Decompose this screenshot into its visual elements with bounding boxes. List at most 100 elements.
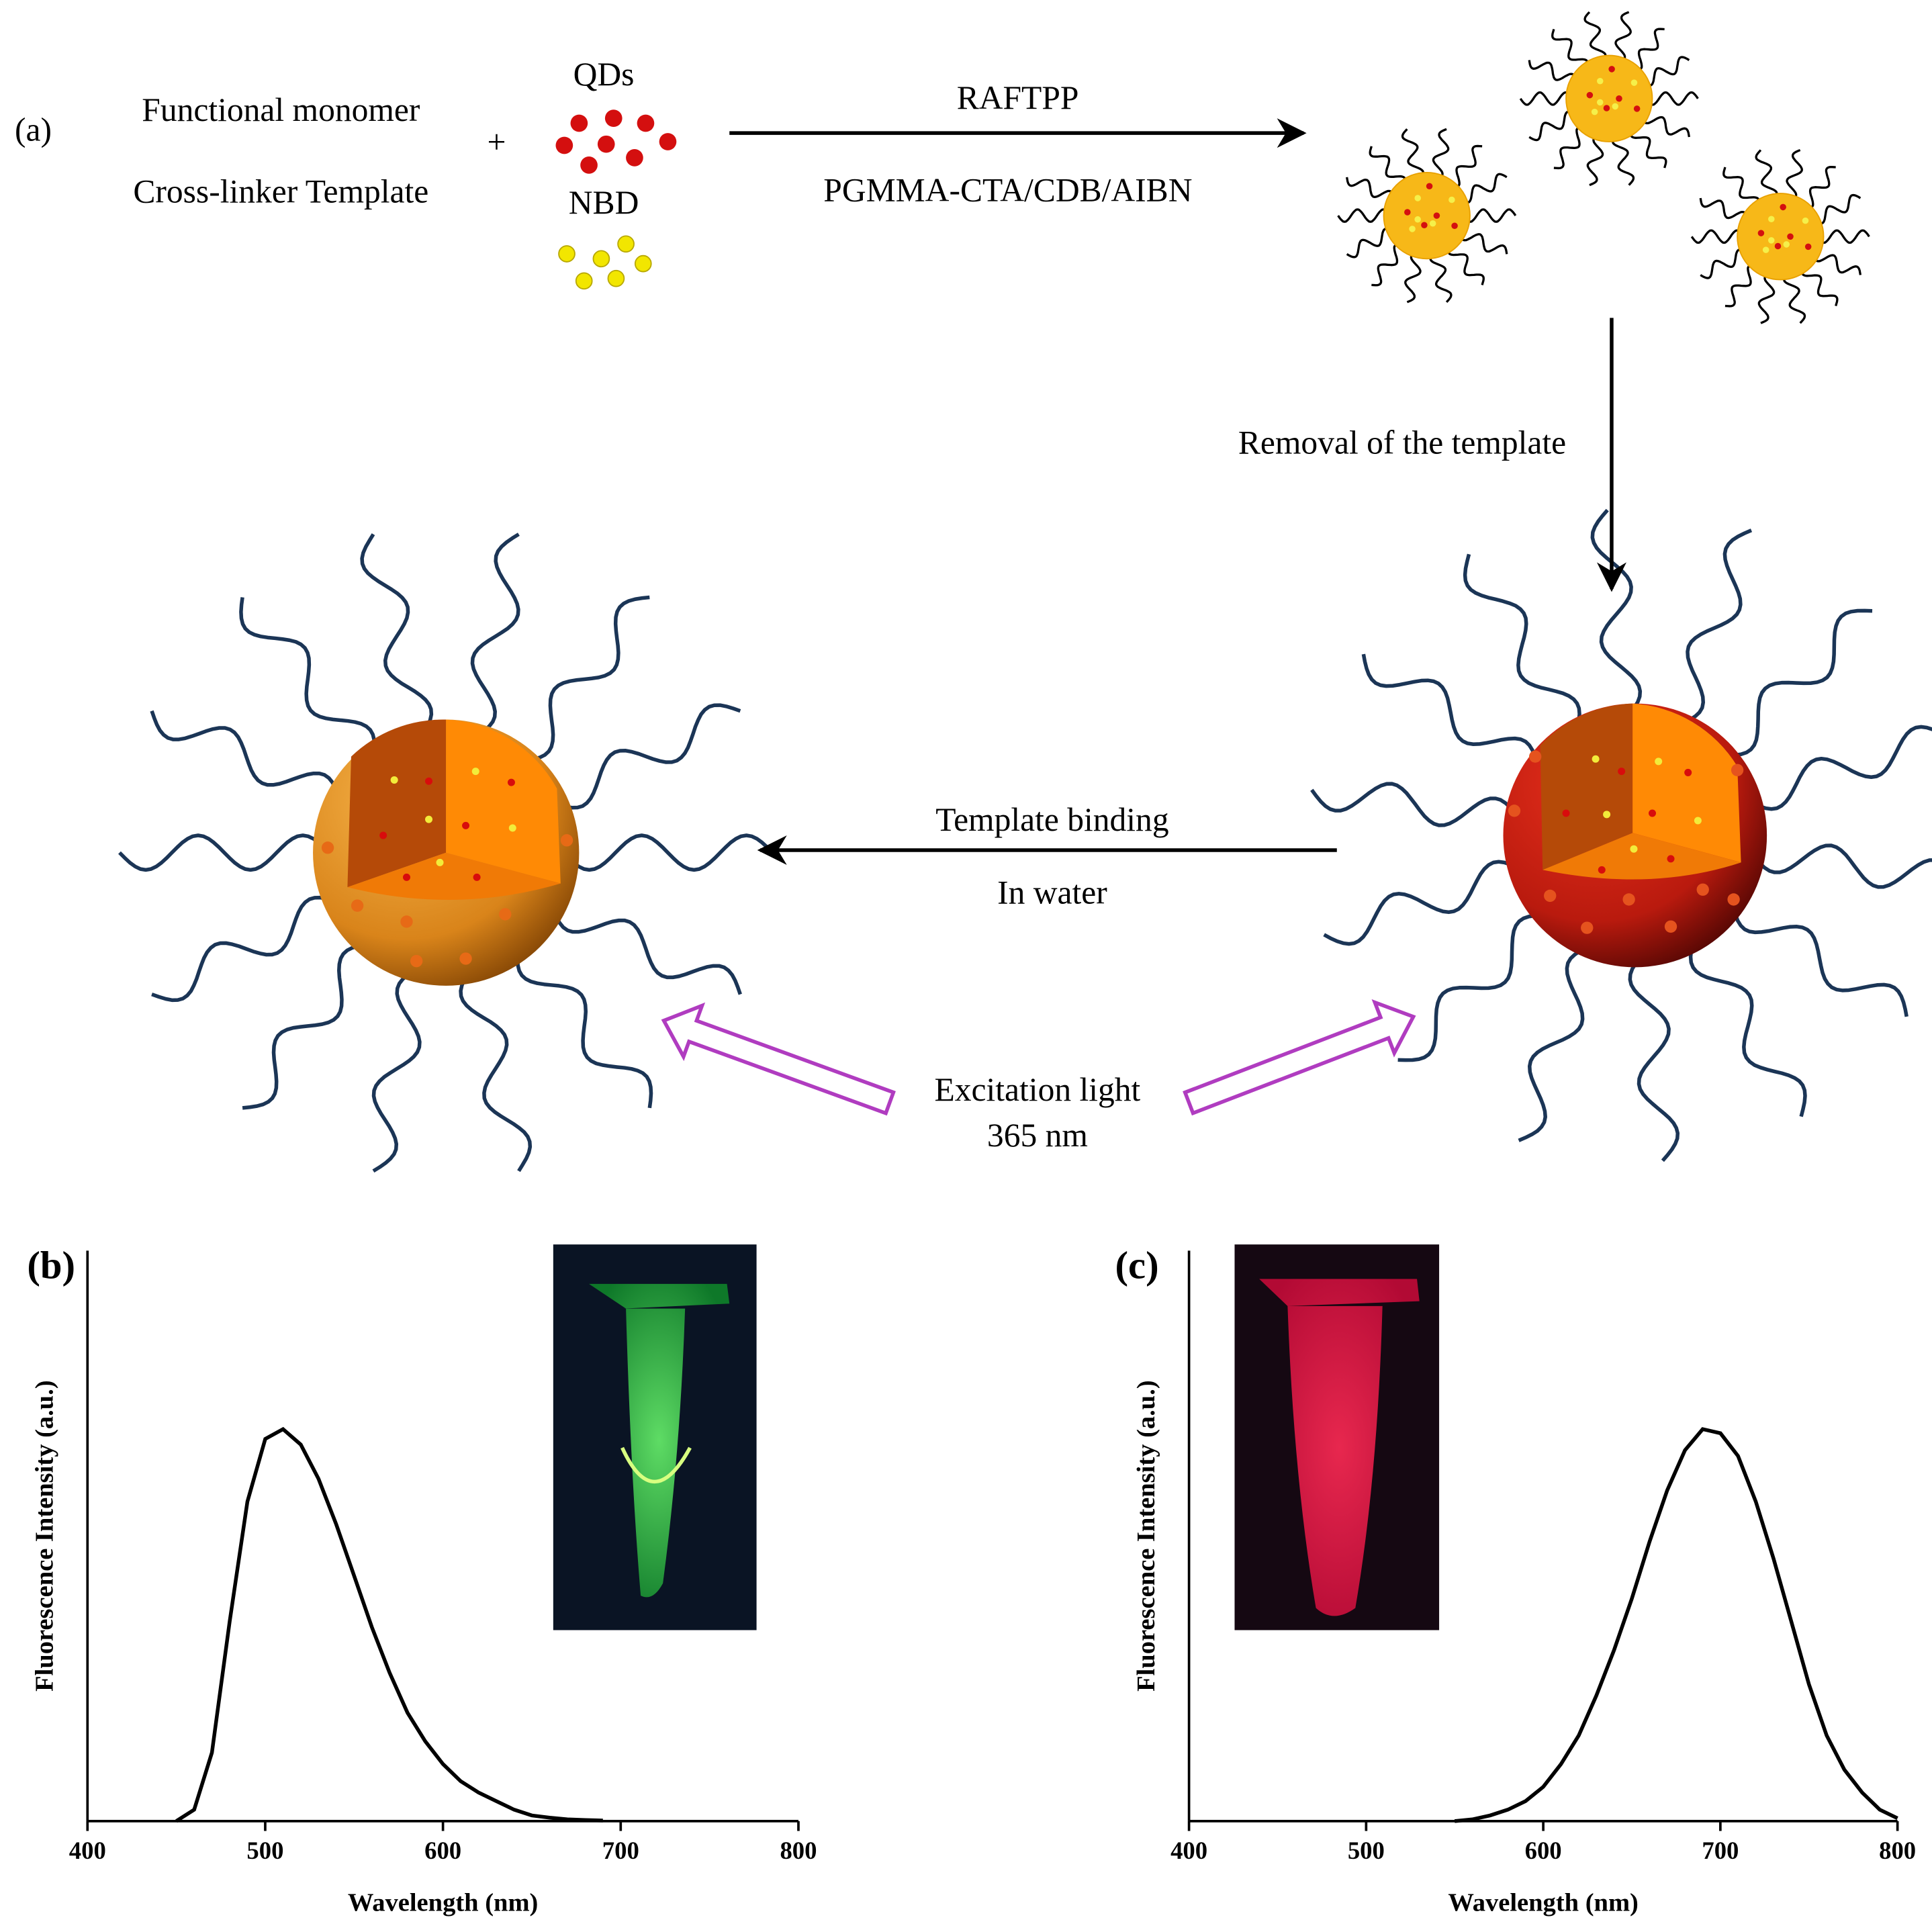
particle-dot <box>1802 217 1809 224</box>
polymer-chain <box>1361 653 1540 771</box>
y-axis-label: Fluorescence Intensity (a.u.) <box>1132 1380 1160 1692</box>
particle-dot <box>1780 203 1786 211</box>
polymer-chain <box>1720 608 1873 757</box>
x-tick-label: 500 <box>246 1837 283 1864</box>
polymer-chain <box>1688 935 1807 1117</box>
arrow-label: In water <box>997 874 1107 911</box>
x-tick-label: 800 <box>1879 1837 1916 1864</box>
particle-dot <box>1787 233 1794 240</box>
panel-label: (c) <box>1115 1243 1159 1287</box>
polymer-chain <box>1612 134 1635 186</box>
polymer-chain <box>1745 725 1932 811</box>
x-tick-label: 600 <box>1525 1837 1562 1864</box>
inset-photo <box>1234 1244 1440 1630</box>
polymer-chain <box>1459 231 1508 255</box>
spectrum-line <box>1454 1427 1898 1823</box>
nanoparticle <box>1565 54 1653 142</box>
particle-dot <box>1451 222 1458 229</box>
qd-dots <box>555 109 677 174</box>
polymer-chain <box>239 597 377 762</box>
polymer-chain <box>549 903 742 995</box>
polymer-chain <box>1783 271 1806 324</box>
x-tick-label: 500 <box>1348 1837 1385 1864</box>
polymer-chain <box>1586 133 1604 187</box>
x-tick-label: 400 <box>1170 1837 1207 1864</box>
x-axis-label: Wavelength (nm) <box>348 1888 539 1917</box>
polymer-chain <box>1583 11 1607 64</box>
particle-dot <box>1596 77 1604 85</box>
polymer-chain <box>1590 508 1643 721</box>
polymer-chain <box>1528 60 1577 83</box>
polymer-chain <box>1397 913 1551 1062</box>
x-axis-label: Wavelength (nm) <box>1448 1888 1639 1917</box>
polymer-chain <box>1632 28 1665 71</box>
polymer-chain <box>1323 860 1525 946</box>
polymer-chain <box>561 833 774 872</box>
polymer-chain <box>1528 110 1577 142</box>
particle-dot <box>1630 79 1638 86</box>
particle-dot <box>1433 212 1440 219</box>
excitation-label: Excitation light <box>935 1071 1141 1108</box>
polymer-chain <box>518 595 650 764</box>
particle-dot <box>1409 226 1416 232</box>
polymer-chain <box>1699 197 1749 221</box>
polymer-chain <box>551 703 741 810</box>
polymer-chain <box>1369 146 1407 187</box>
polymer-chain <box>1690 229 1745 244</box>
polymer-chain <box>459 966 533 1172</box>
polymer-chain <box>1813 193 1861 225</box>
reagent-label: QDs <box>573 56 635 93</box>
polymer-chain <box>1463 208 1517 223</box>
polymer-chain <box>1401 128 1424 181</box>
particle-dot <box>1448 196 1455 203</box>
polymer-chain <box>1724 264 1758 308</box>
charts: 400 500 600 700 800 Wavelength (nm) Fluorescen… <box>27 1243 1916 1917</box>
x-tick-label: 600 <box>424 1837 461 1864</box>
polymer-chain <box>1449 144 1483 188</box>
polymer-chain <box>1722 167 1760 208</box>
polymer-chain <box>1447 244 1485 285</box>
arrow-label: Removal of the template <box>1238 424 1566 461</box>
particle-dot <box>1783 241 1790 248</box>
nanoparticle <box>1737 193 1825 281</box>
spectrum-line <box>175 1426 603 1823</box>
particle-dot <box>1757 230 1765 236</box>
excitation-arrow <box>661 1002 896 1116</box>
polymer-chain <box>1346 177 1395 200</box>
reagent-label: Functional monomer <box>142 91 420 128</box>
polymer-chain <box>1675 528 1753 728</box>
polymer-chain <box>1429 250 1453 304</box>
polymer-chain <box>118 833 330 872</box>
polymer-chain <box>1346 227 1394 259</box>
polymer-chain <box>1700 248 1748 279</box>
particle-dot <box>1421 222 1428 229</box>
polymer-chain <box>1371 243 1404 287</box>
particle-dot <box>1768 216 1775 222</box>
particle-dot <box>1616 95 1622 102</box>
mip-sphere-empty <box>1503 703 1767 968</box>
x-tick-label: 700 <box>602 1837 639 1864</box>
polymer-chain <box>1553 126 1587 170</box>
polymer-chain <box>1463 553 1581 735</box>
particle-dot <box>1603 105 1610 111</box>
particle-dot <box>1608 66 1615 73</box>
polymer-chain <box>1800 265 1839 307</box>
polymer-chain <box>151 895 342 1003</box>
polymer-chain <box>1755 149 1778 201</box>
polymer-chain <box>1642 56 1690 87</box>
mip-sphere-bound <box>313 719 580 986</box>
reagent-label: NBD <box>569 184 639 221</box>
x-tick-label: 700 <box>1702 1837 1739 1864</box>
particle-dot <box>1591 108 1598 116</box>
polymer-chain <box>1628 950 1680 1162</box>
polymer-chain <box>516 944 653 1109</box>
polymer-chains <box>118 11 1932 1173</box>
particle-dot <box>1586 91 1594 99</box>
arrow-label: Template binding <box>935 801 1168 838</box>
polymer-chain <box>1731 900 1908 1017</box>
polymer-chain <box>1518 943 1594 1142</box>
polymer-chain <box>1641 114 1690 138</box>
polymer-chain <box>1337 208 1391 223</box>
excitation-arrow <box>1183 999 1416 1116</box>
